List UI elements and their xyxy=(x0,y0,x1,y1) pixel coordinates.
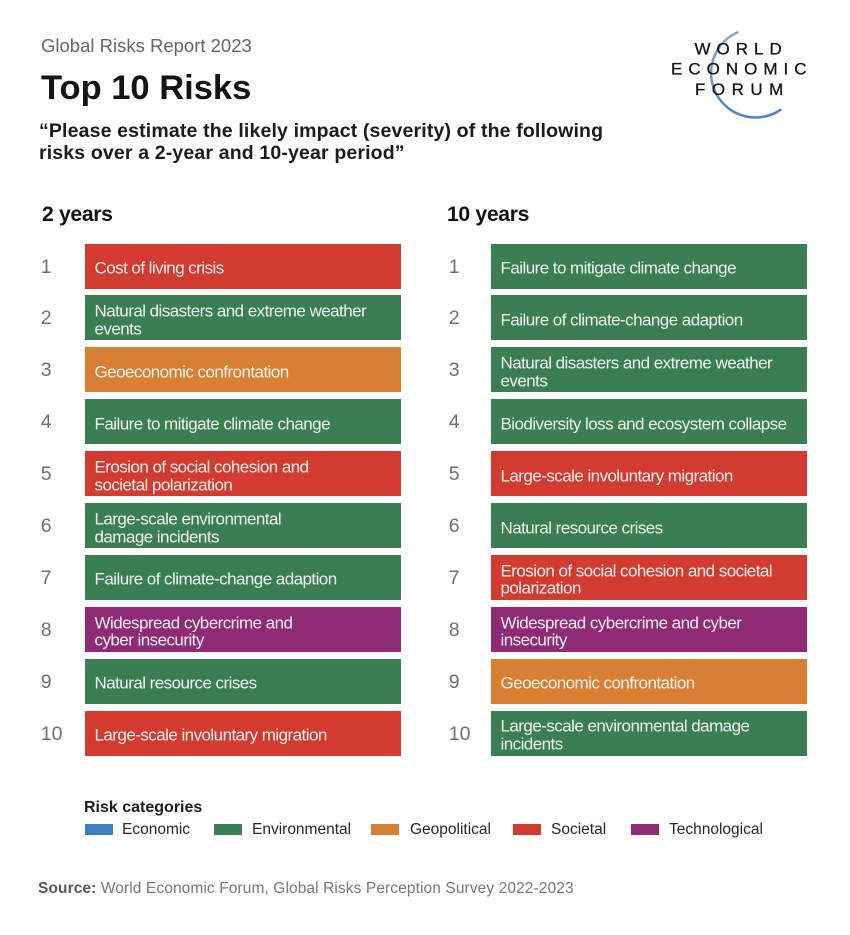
svg-text:WORLD: WORLD xyxy=(695,40,788,59)
svg-text:FORUM: FORUM xyxy=(695,80,790,99)
svg-text:ECONOMIC: ECONOMIC xyxy=(671,59,813,78)
